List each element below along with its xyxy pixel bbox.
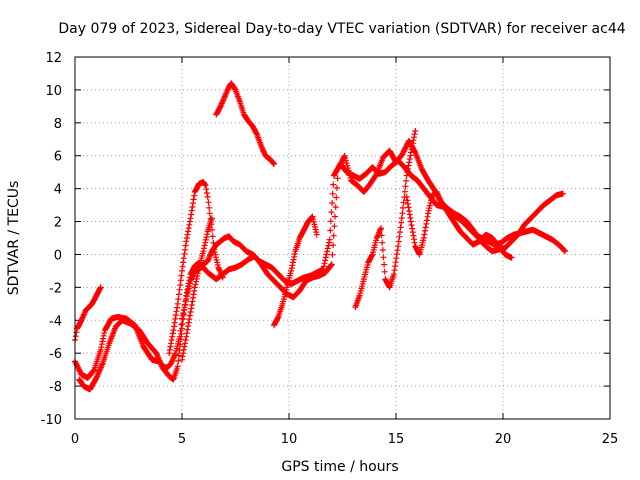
- y-tick-label: 6: [54, 150, 62, 165]
- x-tick-label: 25: [602, 432, 619, 447]
- x-tick-label: 5: [178, 432, 186, 447]
- x-tick-label: 20: [495, 432, 512, 447]
- x-tick-label: 15: [388, 432, 405, 447]
- y-tick-label: 10: [45, 84, 62, 99]
- x-tick-label: 0: [71, 432, 79, 447]
- y-tick-label: 12: [45, 51, 62, 66]
- series-s9: [403, 188, 515, 261]
- data-point-marks: [76, 137, 566, 393]
- series-s2: [76, 137, 566, 393]
- y-tick-label: -10: [41, 413, 62, 428]
- data-points: [72, 80, 569, 393]
- y-tick-label: 8: [54, 117, 62, 132]
- y-tick-label: 2: [54, 216, 62, 231]
- series-s6: [213, 80, 277, 167]
- y-tick-label: -2: [49, 281, 62, 296]
- x-axis-label: GPS time / hours: [281, 459, 398, 475]
- y-tick-label: -6: [49, 347, 62, 362]
- y-tick-label: 4: [54, 183, 62, 198]
- data-point-marks: [179, 215, 215, 363]
- series-s7: [271, 213, 320, 329]
- plot-frame: [74, 56, 611, 420]
- data-point-marks: [403, 188, 515, 261]
- series-s8: [352, 128, 419, 311]
- y-tick-label: 0: [54, 248, 62, 263]
- y-tick-label: -4: [49, 314, 62, 329]
- data-point-marks: [213, 80, 277, 167]
- x-tick-label: 10: [281, 432, 298, 447]
- data-point-marks: [352, 128, 419, 311]
- y-axis-label: SDTVAR / TECUs: [6, 181, 22, 296]
- data-point-marks: [271, 213, 320, 329]
- y-tick-label: -8: [49, 380, 62, 395]
- chart-title: Day 079 of 2023, Sidereal Day-to-day VTE…: [58, 21, 625, 37]
- series-s5: [179, 215, 215, 363]
